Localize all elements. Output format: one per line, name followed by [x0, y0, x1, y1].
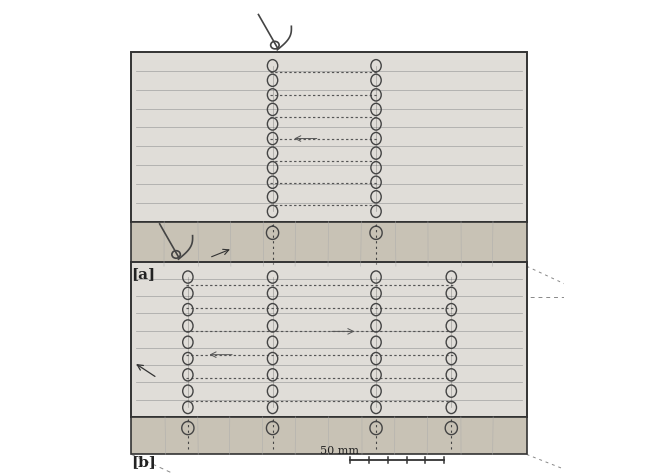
Text: [b]: [b]: [132, 455, 157, 469]
Bar: [132, 221, 526, 266]
Text: 50 mm: 50 mm: [320, 446, 359, 456]
Bar: [132, 52, 526, 221]
Text: [a]: [a]: [132, 267, 155, 281]
Bar: [132, 417, 526, 455]
Bar: [132, 261, 526, 417]
